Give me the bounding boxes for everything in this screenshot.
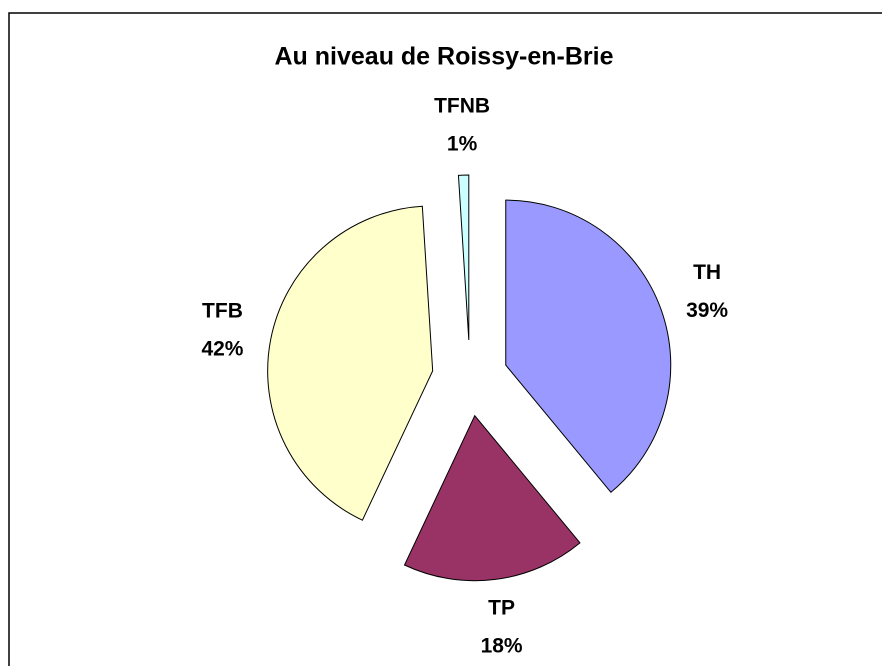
slice-label: TP xyxy=(488,597,515,620)
slice-value-label: 39% xyxy=(686,299,728,322)
pie-slice xyxy=(457,174,470,341)
pie-slice xyxy=(267,205,434,521)
slice-label: TFNB xyxy=(434,95,490,118)
chart-title: Au niveau de Roissy-en-Brie xyxy=(275,43,614,71)
slice-value-label: 1% xyxy=(447,133,478,156)
slice-value-label: 42% xyxy=(201,337,243,360)
slice-label: TH xyxy=(693,261,721,284)
pie-slice xyxy=(505,199,672,493)
slice-label: TFB xyxy=(202,299,243,322)
slice-value-label: 18% xyxy=(481,635,523,658)
pie-slice xyxy=(403,414,581,582)
